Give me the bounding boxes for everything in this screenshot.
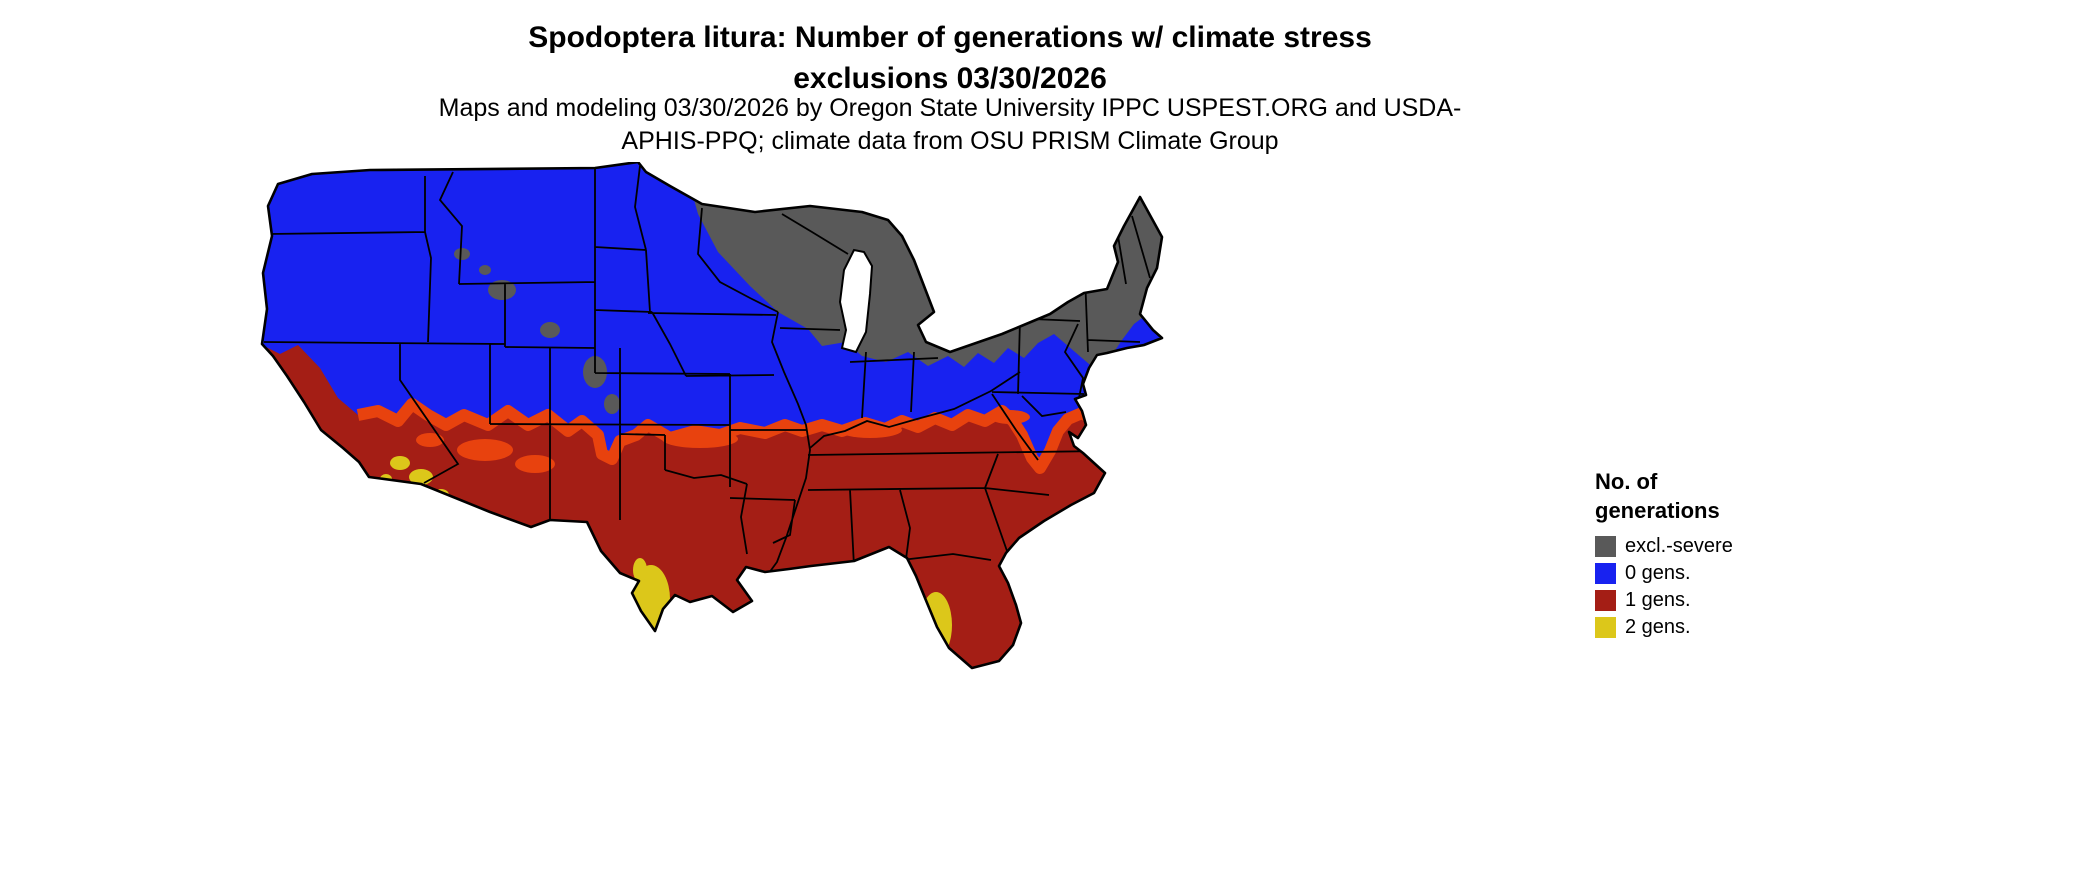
legend-swatch-gens1 <box>1595 589 1616 611</box>
us-outline <box>260 162 1164 670</box>
legend-label-excl: excl.-severe <box>1625 535 1733 558</box>
legend-items: excl.-severe 0 gens. 1 gens. 2 gens. <box>1595 535 1815 638</box>
us-map <box>260 162 1164 670</box>
legend-swatch-excl <box>1595 535 1616 557</box>
lake-michigan <box>838 248 874 354</box>
legend-swatch-gens0 <box>1595 562 1616 584</box>
page-subtitle: Maps and modeling 03/30/2026 by Oregon S… <box>438 94 1462 155</box>
legend-label-gens0: 0 gens. <box>1625 562 1691 585</box>
state-borders <box>263 165 1151 589</box>
legend: No. of generations excl.-severe 0 gens. 1 … <box>1595 468 1815 643</box>
map-region-excl-mountain-patches <box>454 248 620 414</box>
legend-label-gens1: 1 gens. <box>1625 589 1691 612</box>
page-title: Spodoptera litura: Number of generations… <box>528 21 1372 95</box>
legend-label-gens2: 2 gens. <box>1625 616 1691 639</box>
legend-item-gens2: 2 gens. <box>1595 616 1815 638</box>
legend-swatch-gens2 <box>1595 616 1616 638</box>
legend-item-excl: excl.-severe <box>1595 535 1815 557</box>
legend-item-gens1: 1 gens. <box>1595 589 1815 611</box>
legend-title: No. of generations <box>1595 469 1720 523</box>
legend-item-gens0: 0 gens. <box>1595 562 1815 584</box>
